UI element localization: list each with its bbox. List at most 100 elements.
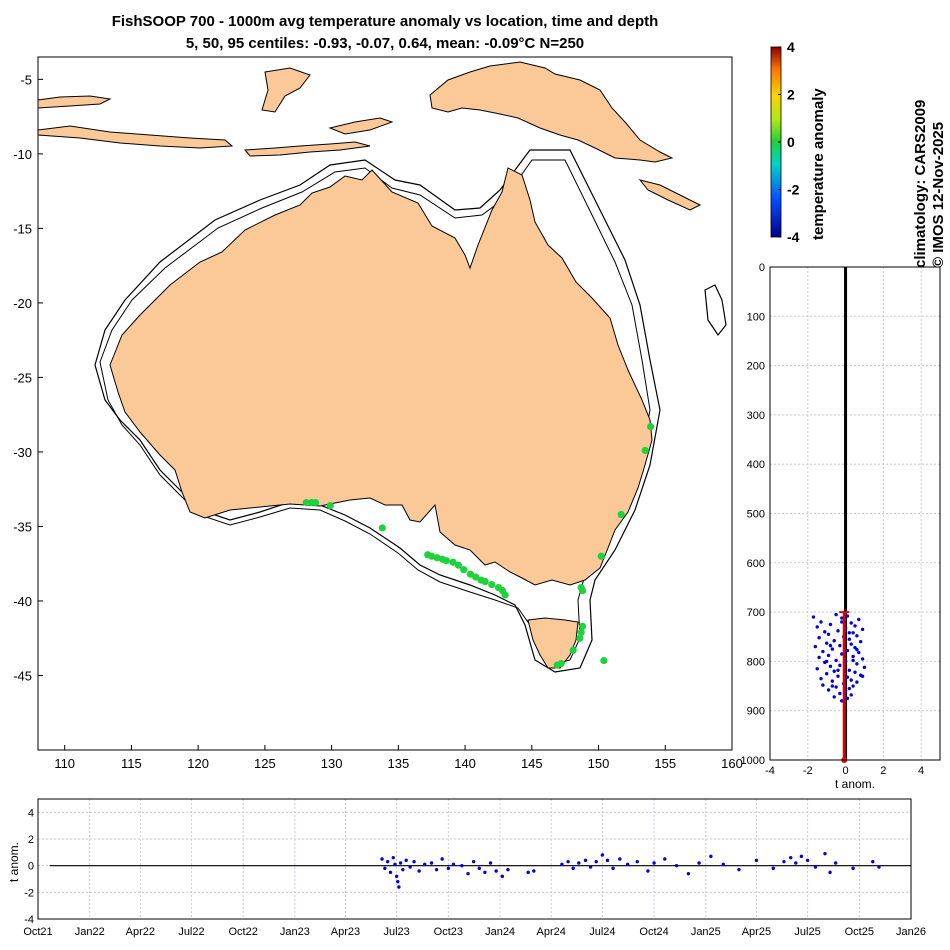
map-ytick-label: -25: [13, 370, 32, 385]
time-xtick-label: Jan26: [896, 926, 926, 938]
map-point: [488, 580, 496, 589]
time-xtick-label: Oct22: [229, 926, 258, 938]
depth-ytick-label: 300: [747, 410, 765, 422]
time-xtick-label: Oct21: [23, 926, 52, 938]
map-xtick-label: 160: [721, 756, 743, 771]
time-point: [477, 866, 481, 871]
depth-point: [840, 616, 844, 620]
depth-point: [840, 652, 844, 656]
time-xtick-label: Apr22: [126, 926, 155, 938]
time-point: [404, 858, 408, 863]
map-panel: 110 115 120 125 130 135 140 145 150 155 160 -5 -10 -1…: [13, 56, 743, 771]
depth-ytick-label: 500: [747, 509, 765, 521]
depth-point: [815, 625, 819, 629]
time-point: [440, 857, 444, 861]
depth-point: [855, 634, 859, 638]
time-point: [789, 855, 793, 860]
depth-point: [823, 630, 827, 634]
map-point: [576, 634, 584, 642]
chart-title: FishSOOP 700 - 1000m avg temperature ano…: [111, 13, 659, 30]
time-point: [397, 885, 401, 889]
depth-xtick-label: 2: [880, 765, 886, 777]
map-xtick-label: 130: [321, 756, 343, 771]
time-point: [566, 859, 570, 864]
map-ytick-label: -35: [13, 519, 32, 534]
time-point: [571, 866, 575, 871]
map-point: [442, 557, 450, 565]
sumatra-coast: [37, 95, 112, 109]
time-point: [423, 862, 427, 867]
depth-point: [851, 658, 855, 663]
time-point: [385, 859, 390, 864]
depth-point: [834, 658, 838, 663]
map-point: [481, 577, 489, 586]
time-point: [500, 874, 505, 879]
time-point: [483, 870, 487, 875]
map-point: [577, 628, 585, 636]
map-xtick-label: 125: [254, 756, 276, 771]
time-point: [451, 862, 456, 867]
depth-xtick-label: 0: [842, 765, 848, 777]
depth-point: [826, 653, 831, 658]
time-point: [674, 863, 679, 868]
map-xtick-label: 140: [454, 756, 476, 771]
time-point: [429, 861, 434, 865]
lesser-sunda-islands: [243, 141, 371, 157]
time-ytick-label: -2: [24, 887, 34, 899]
depth-point: [847, 668, 852, 672]
depth-point: [845, 675, 850, 679]
map-point: [449, 558, 457, 566]
time-point: [560, 862, 564, 867]
depth-ytick-label: 200: [747, 361, 765, 373]
depth-point: [853, 624, 857, 628]
time-point: [851, 866, 855, 871]
time-point: [754, 858, 759, 863]
time-point: [813, 865, 818, 869]
time-point: [805, 858, 810, 863]
colorbar-tick-label: 0: [787, 134, 795, 150]
depth-point: [851, 654, 855, 659]
colorbar-tick-label: -4: [787, 229, 800, 245]
depth-xtick-label: -4: [765, 765, 775, 777]
depth-xtick-label: 4: [918, 765, 924, 777]
time-point: [771, 866, 775, 871]
time-point: [398, 861, 403, 865]
time-point: [394, 874, 399, 879]
depth-point: [828, 664, 833, 669]
time-ylabel: t anom.: [7, 842, 21, 882]
map-point: [578, 622, 587, 630]
depth-contour-outer: [94, 149, 661, 673]
map-xtick-label: 150: [588, 756, 610, 771]
time-point: [466, 871, 470, 876]
depth-point: [813, 644, 818, 649]
new-guinea-landmass: [429, 61, 674, 163]
time-point: [823, 851, 827, 856]
time-point: [871, 859, 875, 864]
time-point: [488, 861, 493, 865]
solomon-islands: [638, 179, 702, 211]
tasmania-landmass: [527, 617, 579, 669]
time-xtick-label: Jul22: [178, 926, 204, 938]
depth-point: [855, 680, 859, 684]
time-point: [721, 862, 725, 867]
time-point: [408, 865, 412, 869]
map-point: [569, 646, 577, 654]
depth-point: [836, 674, 840, 678]
depth-point: [832, 669, 836, 673]
time-point: [828, 870, 832, 875]
map-xtick-label: 110: [54, 756, 75, 771]
depth-point: [819, 620, 823, 624]
time-point: [446, 866, 451, 871]
map-ytick-label: -10: [13, 147, 32, 162]
time-xtick-label: Jan24: [485, 926, 515, 938]
time-point: [594, 859, 598, 864]
timor-island: [328, 117, 394, 135]
map-point: [378, 524, 386, 532]
depth-point: [845, 614, 850, 618]
time-point: [460, 863, 464, 868]
depth-point: [821, 649, 825, 654]
depth-point: [815, 667, 819, 671]
time-point: [494, 869, 498, 873]
depth-point: [849, 621, 853, 625]
depth-point: [855, 647, 859, 652]
